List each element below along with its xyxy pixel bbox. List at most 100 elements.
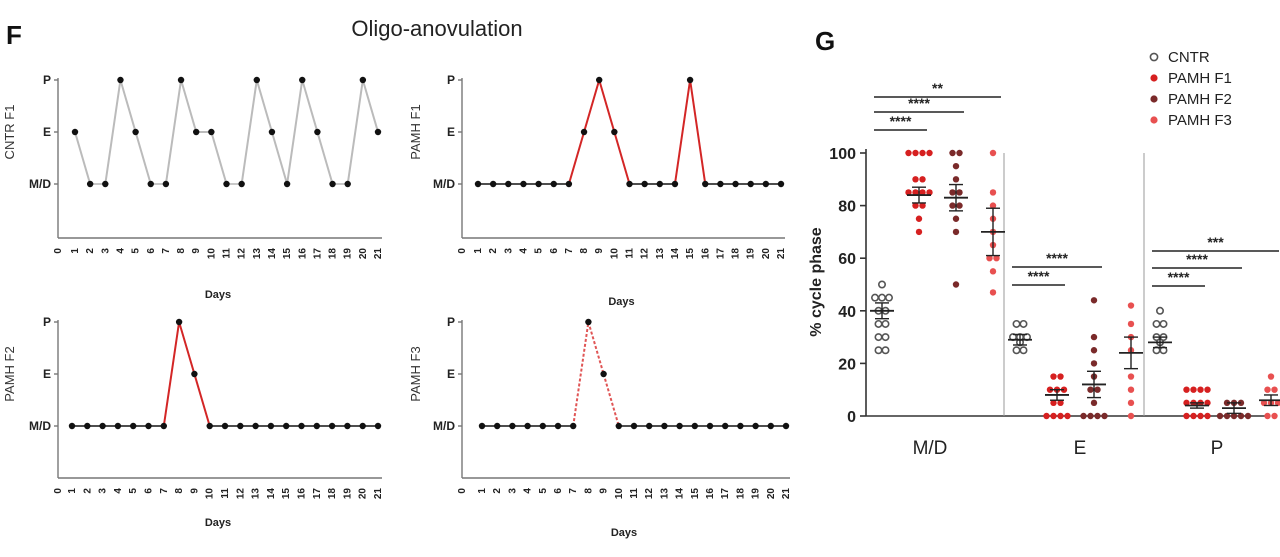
- y-axis-label: PAMH F2: [2, 346, 17, 401]
- scatter-point: [874, 346, 883, 355]
- series-segment: [134, 131, 152, 185]
- x-tick-label: 19: [751, 488, 762, 500]
- x-tick-label: 15: [281, 488, 292, 500]
- scatter-point: [881, 346, 890, 355]
- x-tick-label: 7: [161, 248, 172, 254]
- scatter-point: [1090, 399, 1098, 407]
- x-tick-label: 18: [327, 488, 338, 500]
- data-point: [600, 370, 607, 378]
- data-point: [359, 422, 366, 430]
- x-axis-label: Days: [611, 527, 637, 539]
- scatter-point: [877, 293, 886, 302]
- scatter-point: [870, 293, 879, 302]
- legend-marker: [1150, 95, 1158, 103]
- x-tick-label: 3: [98, 488, 109, 494]
- series-segment: [316, 131, 334, 185]
- scatter-point: [919, 202, 926, 209]
- x-axis-label: Days: [205, 517, 231, 529]
- x-tick-label: 14: [267, 248, 278, 260]
- data-point: [267, 422, 275, 430]
- x-tick-label: 8: [174, 488, 185, 494]
- x-tick-label: 13: [252, 248, 263, 260]
- x-tick-label: 21: [781, 488, 792, 500]
- x-tick-label: 11: [222, 248, 233, 259]
- data-point: [223, 180, 230, 188]
- scatter-point: [1267, 373, 1275, 380]
- data-point: [676, 422, 683, 430]
- y-axis-label: PAMH F1: [408, 104, 423, 159]
- data-point: [114, 422, 122, 430]
- data-point: [747, 180, 754, 188]
- scatter-point: [1260, 399, 1268, 407]
- x-tick-label: 0: [53, 488, 64, 494]
- data-point: [177, 76, 185, 84]
- data-point: [328, 422, 336, 430]
- x-tick-label: 19: [343, 248, 354, 260]
- series-segment: [613, 131, 631, 185]
- scatter-point: [1271, 412, 1278, 420]
- scatter-point: [1152, 319, 1161, 328]
- data-point: [626, 180, 633, 188]
- scatter-point: [956, 149, 963, 157]
- series-segment: [587, 321, 605, 375]
- x-tick-label: 10: [206, 248, 217, 260]
- scatter-point: [989, 189, 997, 196]
- series-segment: [178, 321, 196, 375]
- y-axis-label: CNTR F1: [2, 105, 17, 160]
- data-point: [132, 128, 139, 136]
- series-segment: [119, 79, 137, 133]
- data-point: [554, 422, 562, 430]
- series-segment: [598, 79, 616, 133]
- scatter-point: [1080, 412, 1087, 420]
- series-segment: [180, 79, 198, 133]
- data-point: [99, 422, 106, 430]
- x-tick-label: 11: [629, 488, 640, 499]
- scatter-point: [1159, 319, 1168, 328]
- data-point: [565, 180, 573, 188]
- significance-label: **: [932, 80, 943, 96]
- x-tick-label: 17: [715, 248, 726, 260]
- scatter-point: [1190, 412, 1197, 420]
- x-tick-label: 8: [579, 248, 590, 254]
- x-tick-label: 9: [191, 248, 202, 254]
- x-tick-label: 20: [766, 488, 777, 500]
- x-tick-label: 6: [146, 248, 157, 254]
- data-point: [191, 370, 198, 378]
- data-point: [206, 422, 213, 430]
- x-tick-label: 15: [282, 248, 293, 260]
- x-tick-label: 16: [700, 248, 711, 260]
- scatter-point: [1230, 412, 1238, 420]
- scatter-point: [877, 280, 886, 289]
- scatter-point: [1127, 373, 1135, 380]
- data-point: [208, 128, 215, 136]
- x-tick-label: 14: [266, 488, 277, 500]
- scatter-point: [1197, 412, 1204, 420]
- x-tick-label: 21: [373, 248, 384, 260]
- significance-label: ****: [1046, 250, 1068, 266]
- x-tick-label: 16: [705, 488, 716, 500]
- scatter-point: [989, 149, 997, 157]
- data-point: [596, 76, 603, 84]
- x-tick-label: 15: [685, 248, 696, 260]
- scatter-point: [912, 189, 919, 196]
- x-axis-label: Days: [205, 289, 231, 301]
- data-point: [299, 76, 306, 84]
- x-tick-label: 18: [735, 488, 746, 500]
- scatter-point: [1197, 386, 1204, 393]
- series-segment: [346, 79, 364, 185]
- series-segment: [255, 79, 273, 133]
- scatter-point: [915, 228, 923, 236]
- data-point: [722, 422, 729, 430]
- scatter-point: [1019, 346, 1028, 355]
- data-point: [535, 180, 542, 188]
- scatter-point: [1064, 412, 1071, 420]
- scatter-point: [1050, 412, 1057, 420]
- series-segment: [361, 79, 379, 133]
- x-tick-label: 1: [70, 248, 81, 254]
- data-point: [344, 422, 351, 430]
- scatter-point: [1057, 412, 1064, 420]
- x-tick-label: 12: [237, 248, 248, 260]
- scatter-point: [989, 268, 997, 275]
- scatter-point: [1244, 412, 1252, 420]
